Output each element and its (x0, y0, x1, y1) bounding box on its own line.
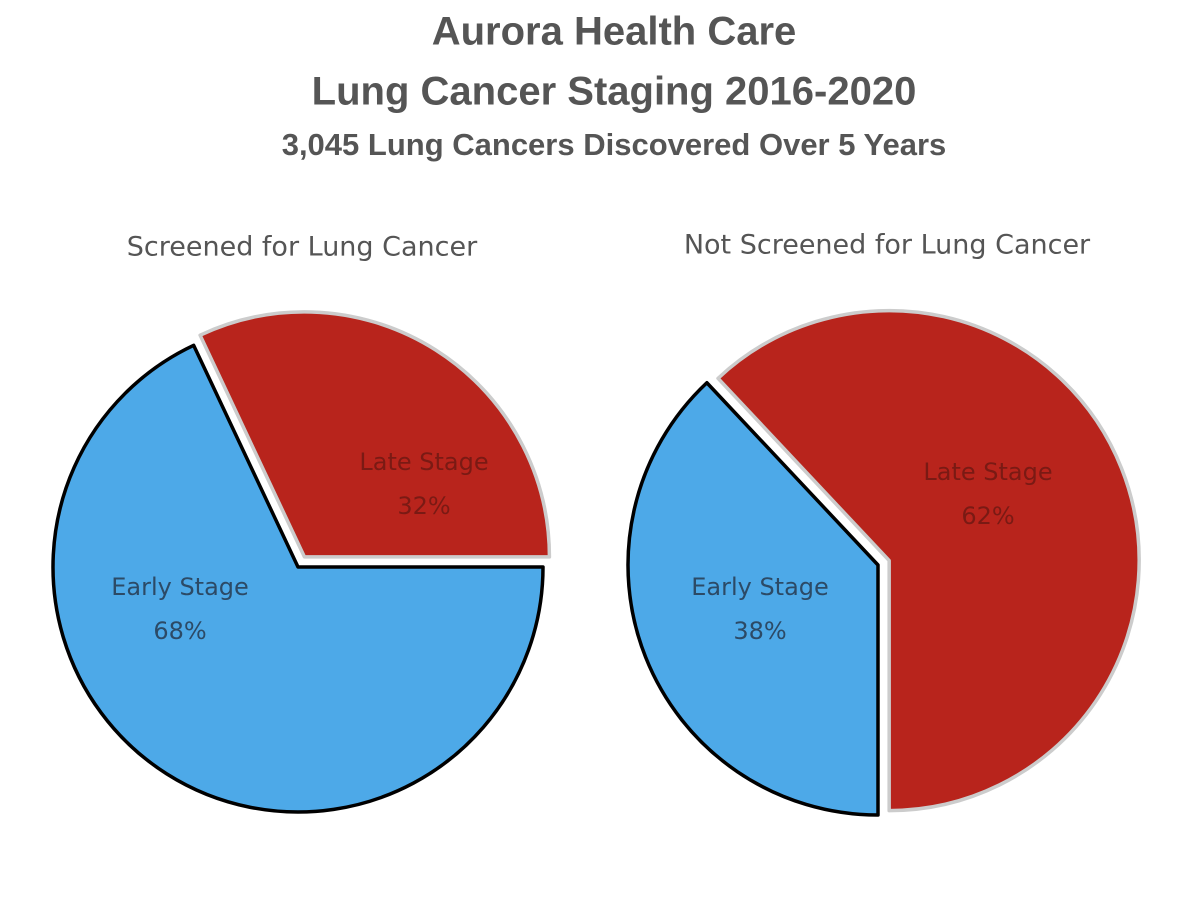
pie-slice (51, 343, 545, 814)
chart-subtitle: 3,045 Lung Cancers Discovered Over 5 Yea… (282, 127, 947, 162)
chart-title: Aurora Health Care (432, 10, 797, 54)
slice-category: Early Stage (691, 573, 829, 601)
chart-title: Lung Cancer Staging 2016-2020 (312, 70, 917, 114)
pie-slice (198, 310, 552, 559)
slice-value-label: 62% (961, 502, 1014, 530)
slice-category: Late Stage (359, 448, 488, 476)
pie-title: Not Screened for Lung Cancer (684, 230, 1091, 261)
pie-slice (716, 308, 1141, 813)
pie-slice (626, 381, 880, 817)
slice-category: Early Stage (111, 573, 249, 601)
slice-value-label: 32% (397, 492, 450, 520)
slice-category: Late Stage (923, 458, 1052, 486)
slice-value-label: 38% (733, 617, 786, 645)
pie-title: Screened for Lung Cancer (127, 232, 478, 263)
slice-value-label: 68% (153, 617, 206, 645)
